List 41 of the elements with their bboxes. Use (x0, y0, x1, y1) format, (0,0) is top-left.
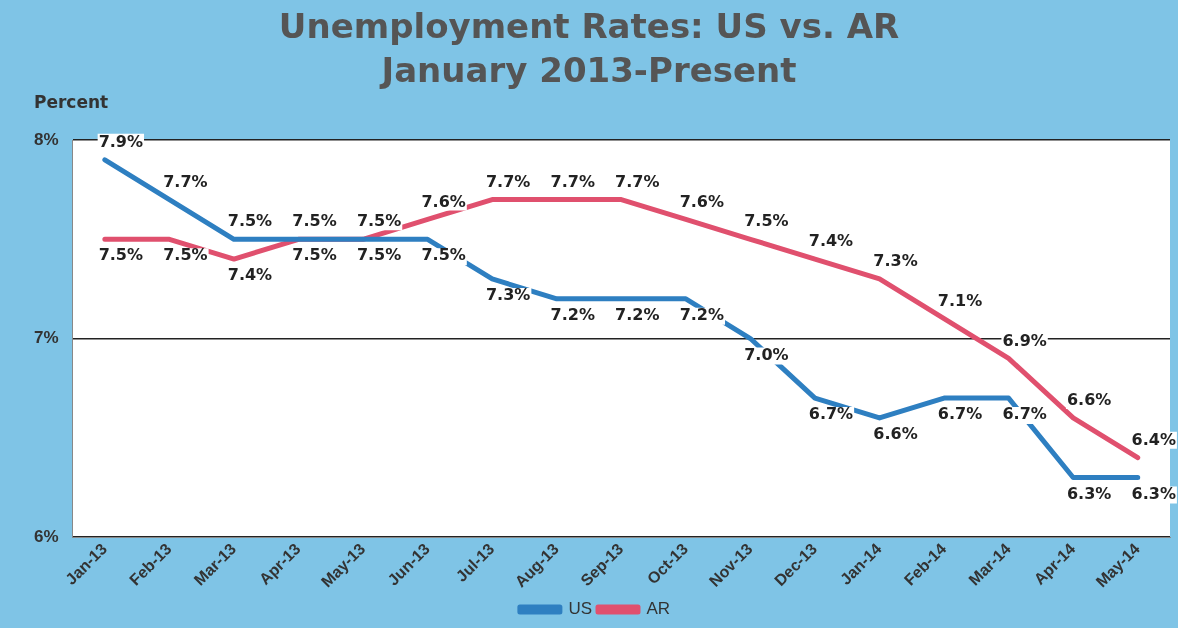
data-label: 6.7% (808, 404, 854, 424)
data-label: 6.7% (1002, 404, 1047, 424)
data-label: 7.5% (292, 211, 337, 231)
data-label: 6.7% (937, 404, 983, 424)
y-tick-label: 6% (33, 526, 59, 546)
legend-label: AR (646, 599, 671, 619)
data-label: 7.5% (744, 211, 789, 231)
data-label: 7.5% (98, 245, 144, 265)
data-label: 6.4% (1131, 429, 1176, 449)
data-label: 7.5% (163, 245, 208, 265)
data-label: 6.9% (1002, 330, 1047, 350)
data-label: 7.4% (808, 231, 854, 251)
data-label: 7.1% (937, 290, 983, 310)
legend-label: US (568, 599, 593, 619)
data-label: 6.6% (1066, 390, 1112, 410)
data-label: 6.3% (1066, 483, 1112, 503)
data-label: 7.5% (227, 211, 273, 231)
data-label: 7.6% (421, 191, 466, 211)
y-tick-label: 8% (33, 129, 59, 149)
data-label: 7.9% (98, 132, 144, 152)
data-label: 7.5% (292, 245, 337, 265)
data-label: 7.4% (227, 265, 273, 285)
y-axis-title: Percent (34, 92, 109, 112)
data-label: 7.5% (421, 245, 466, 265)
data-label: 7.3% (485, 285, 531, 305)
chart-title: Unemployment Rates: US vs. AR January 2013-Present (277, 5, 901, 92)
data-label: 6.3% (1131, 483, 1176, 503)
data-label: 7.5% (356, 245, 402, 265)
data-label: 7.2% (679, 304, 725, 324)
data-label: 7.2% (615, 304, 660, 324)
data-label: 7.2% (550, 304, 595, 324)
data-label: 7.7% (163, 171, 208, 191)
data-label: 7.0% (744, 344, 789, 364)
data-label: 7.7% (550, 171, 595, 191)
data-label: 6.6% (873, 424, 918, 444)
data-label: 7.7% (615, 171, 660, 191)
data-label: 7.7% (485, 171, 531, 191)
data-label: 7.6% (679, 191, 725, 211)
data-label: 7.3% (873, 251, 918, 271)
data-label: 7.5% (356, 211, 402, 231)
y-tick-label: 7% (33, 328, 59, 348)
